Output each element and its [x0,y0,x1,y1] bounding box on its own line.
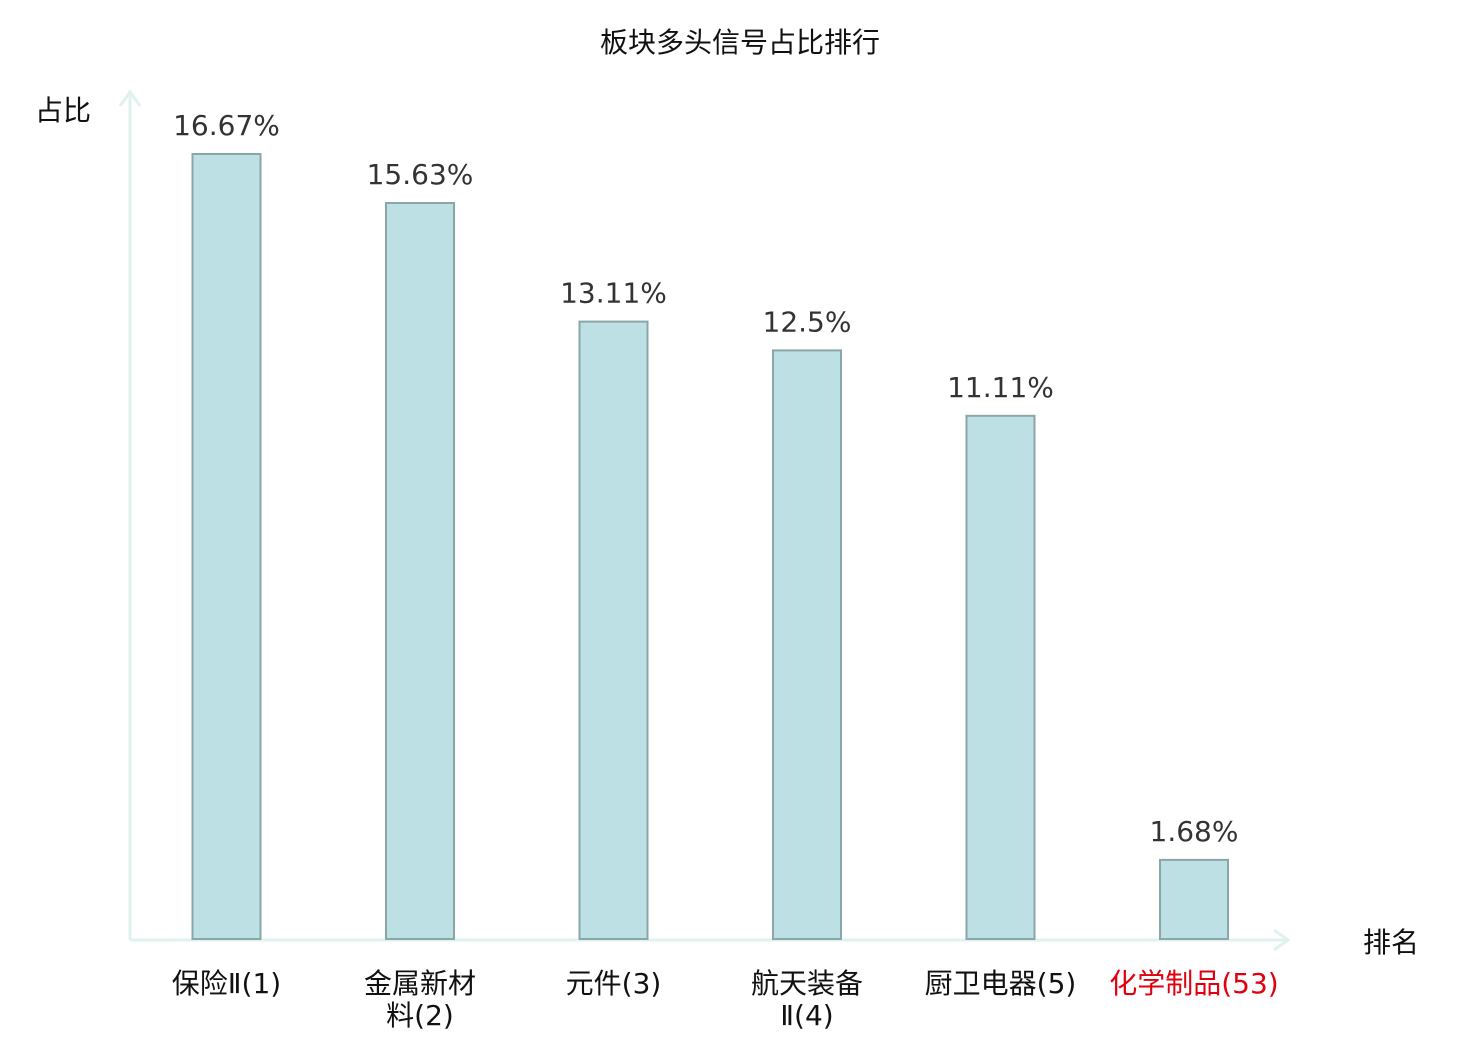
bar-6 [1159,858,1229,941]
category-label-line: 料(2) [386,999,454,1032]
category-label-4: 航天装备 Ⅱ(4) [751,967,863,1032]
bar-5 [965,414,1036,940]
category-label-5: 厨卫电器(5) [925,967,1077,1000]
axes [118,89,1291,952]
bars-group [191,153,1229,941]
category-label-3: 元件(3) [566,967,662,1000]
value-label-6: 1.68% [1150,815,1239,848]
category-label-2: 金属新材料(2) [364,967,476,1032]
category-label-line: 厨卫电器(5) [925,967,1077,1000]
category-label-6: 化学制品(53) [1109,967,1278,1000]
category-labels-group: 保险Ⅱ(1) 金属新材料(2) 元件(3) 航天装备 Ⅱ(4) 厨卫电器(5) 化学制品(5… [172,967,1279,1032]
chart-title: 板块多头信号占比排行 [600,26,880,59]
y-axis-arrow [118,89,142,107]
bar-2 [385,202,455,940]
category-label-line: 元件(3) [566,967,662,1000]
category-label-line: 金属新材 [364,967,476,1000]
bar-4 [772,349,842,940]
x-axis-arrow [1273,928,1291,952]
category-label-line: 航天装备 [751,967,863,1000]
value-label-3: 13.11% [560,277,667,310]
y-axis-label: 占比 [35,94,91,127]
value-label-2: 15.63% [367,158,474,191]
category-label-line: Ⅱ(4) [780,999,833,1032]
value-label-1: 16.67% [173,109,280,142]
value-labels-group: 16.67% 15.63% 13.11% 12.5% 11.11% 1.68% [173,109,1238,848]
category-label-1: 保险Ⅱ(1) [172,967,281,1000]
bar-3 [578,320,649,941]
x-axis-label: 排名 [1363,926,1419,959]
value-label-4: 12.5% [763,305,852,338]
value-label-5: 11.11% [947,371,1054,404]
category-label-line: 化学制品(53) [1109,967,1278,1000]
bar-1 [191,153,262,940]
category-label-line: 保险Ⅱ(1) [172,967,281,1000]
